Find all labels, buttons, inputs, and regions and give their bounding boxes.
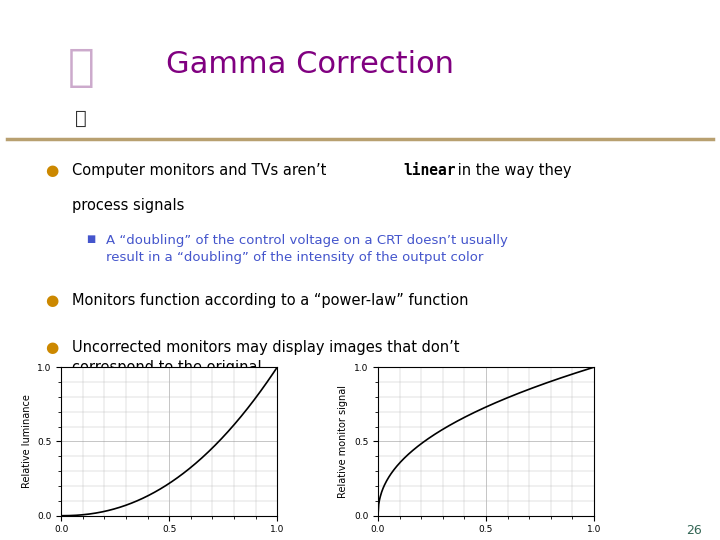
Text: ●: ●	[45, 293, 59, 308]
Text: Monitors function according to a “power-law” function: Monitors function according to a “power-…	[72, 293, 469, 308]
Text: in the way they: in the way they	[453, 163, 571, 178]
Text: Gamma Correction: Gamma Correction	[166, 50, 454, 79]
Text: A “doubling” of the control voltage on a CRT doesn’t usually
result in a “doubli: A “doubling” of the control voltage on a…	[106, 234, 508, 265]
Y-axis label: Relative monitor signal: Relative monitor signal	[338, 385, 348, 498]
Text: 👁: 👁	[75, 109, 87, 128]
Text: Computer monitors and TVs aren’t: Computer monitors and TVs aren’t	[72, 163, 331, 178]
Text: linear: linear	[404, 163, 456, 178]
Y-axis label: Relative luminance: Relative luminance	[22, 395, 32, 488]
Text: ●: ●	[45, 163, 59, 178]
Text: ●: ●	[45, 340, 59, 355]
Text: ■: ■	[86, 234, 95, 245]
Text: 26: 26	[686, 524, 702, 537]
Text: Uncorrected monitors may display images that don’t
correspond to the original: Uncorrected monitors may display images …	[72, 340, 460, 375]
Text: ✋: ✋	[68, 46, 94, 89]
Text: process signals: process signals	[72, 198, 185, 213]
